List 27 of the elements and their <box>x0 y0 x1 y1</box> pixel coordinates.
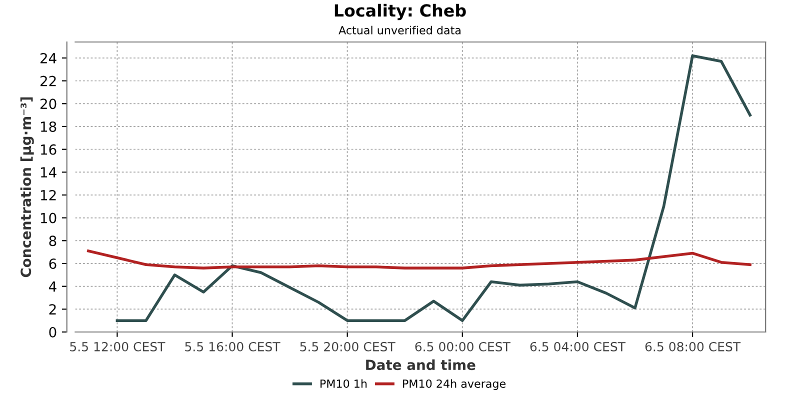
y-tick-label: 6 <box>49 258 56 269</box>
y-tick-label: 18 <box>40 121 56 132</box>
y-tick-label: 2 <box>49 304 56 314</box>
y-tick-label: 14 <box>40 167 56 178</box>
x-tick-label: 5.5 12:00 CEST <box>70 342 166 352</box>
line-series <box>87 250 752 270</box>
y-tick-label: 22 <box>40 76 56 86</box>
legend-label: PM10 1h <box>320 379 367 388</box>
y-tick-label: 24 <box>40 52 56 64</box>
y-tick-label: 20 <box>40 98 56 110</box>
x-tick-label: 6.5 00:00 CEST <box>415 342 510 352</box>
x-tick-label: 5.5 16:00 CEST <box>185 342 280 352</box>
y-tick-label: 0 <box>49 326 56 338</box>
y-tick-label: 12 <box>40 190 56 200</box>
chart-title: Locality: Cheb <box>334 4 466 20</box>
chart-subtitle: Actual unverified data <box>338 26 460 34</box>
y-tick-label: 10 <box>40 212 56 224</box>
x-tick-label: 5.5 20:00 CEST <box>300 342 396 352</box>
x-tick-label: 6.5 08:00 CEST <box>645 342 741 352</box>
y-tick-label: 8 <box>49 236 56 246</box>
legend-label: PM10 24h average <box>403 379 506 390</box>
y-tick-label: 16 <box>40 144 56 155</box>
x-axis-title: Date and time <box>366 359 476 370</box>
line-series <box>116 54 752 322</box>
y-axis-title: Concentration [µg·m⁻³] <box>20 97 34 278</box>
y-tick-label: 4 <box>48 281 56 292</box>
x-tick-label: 6.5 04:00 CEST <box>530 342 626 352</box>
